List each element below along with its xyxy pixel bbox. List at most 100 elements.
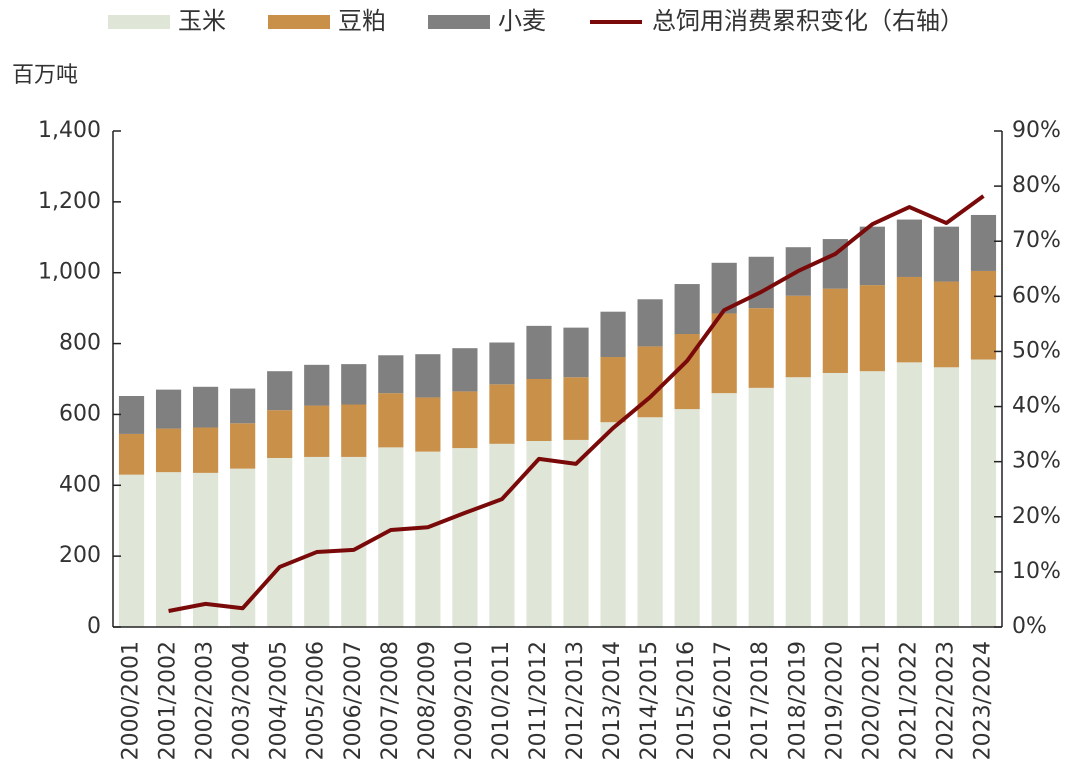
x-tick-label: 2002/2003: [193, 641, 218, 760]
line: [168, 194, 985, 613]
y2-tick-label: 60%: [1012, 283, 1061, 308]
bar: [933, 367, 960, 627]
bar: [600, 422, 626, 627]
bar: [933, 226, 960, 282]
bar: [526, 379, 552, 441]
bar: [859, 371, 885, 627]
bar: [859, 285, 885, 372]
y2-tick-label: 70%: [1012, 228, 1061, 253]
bar: [193, 472, 219, 627]
bar: [230, 468, 256, 627]
bar: [489, 443, 515, 627]
x-tick-label: 2011/2012: [526, 641, 551, 760]
bar: [452, 391, 478, 449]
bar: [118, 396, 145, 434]
bar: [822, 372, 848, 627]
bar: [267, 458, 293, 627]
bar: [304, 405, 330, 457]
x-tick-label: 2004/2005: [267, 641, 292, 760]
x-tick-label: 2021/2022: [896, 641, 921, 760]
bar: [526, 325, 552, 379]
bar: [415, 354, 441, 398]
y-tick-label: 200: [59, 543, 101, 568]
bar: [600, 311, 626, 358]
x-tick-label: 2017/2018: [748, 641, 773, 760]
bar: [674, 284, 700, 335]
bar: [896, 362, 922, 627]
legend-label: 豆粕: [338, 7, 386, 35]
bar: [711, 313, 737, 394]
x-tick-label: 2001/2002: [156, 641, 181, 760]
x-tick-label: 2023/2024: [970, 641, 995, 760]
bar: [970, 270, 997, 360]
y2-tick-label: 50%: [1012, 338, 1061, 363]
x-tick-label: 2016/2017: [711, 641, 736, 760]
bar: [489, 342, 515, 385]
x-tick-label: 2010/2011: [489, 641, 514, 760]
y2-tick-label: 10%: [1012, 559, 1061, 584]
bar: [304, 456, 330, 627]
y-tick-label: 1,400: [38, 118, 101, 143]
legend-label: 小麦: [498, 7, 546, 35]
legend-swatch: [428, 15, 490, 29]
y-tick-label: 400: [59, 472, 101, 497]
bar: [452, 348, 478, 392]
bar: [155, 428, 182, 473]
bar: [489, 384, 515, 444]
bar: [859, 226, 885, 286]
x-tick-label: 2000/2001: [119, 641, 144, 760]
y2-tick-label: 0%: [1012, 614, 1047, 639]
bar: [785, 377, 811, 627]
bar: [267, 410, 293, 459]
bar: [118, 433, 145, 475]
bar: [748, 387, 774, 627]
x-tick-label: 2009/2010: [452, 641, 477, 760]
bar: [267, 371, 293, 411]
x-tick-label: 2007/2008: [378, 641, 403, 760]
y-tick-label: 1,000: [38, 260, 101, 285]
bar: [155, 389, 182, 429]
bar: [711, 393, 737, 627]
bar: [378, 355, 404, 394]
x-tick-label: 2022/2023: [933, 641, 958, 760]
bar: [415, 451, 441, 627]
bar: [896, 219, 922, 277]
bar: [822, 288, 848, 373]
bar: [341, 404, 367, 457]
unit-label: 百万吨: [12, 63, 78, 88]
y-tick-label: 0: [87, 614, 101, 639]
bar: [563, 327, 589, 378]
bar: [748, 308, 774, 388]
x-tick-label: 2006/2007: [341, 641, 366, 760]
legend-swatch: [268, 15, 330, 29]
bar: [415, 397, 441, 452]
bar: [563, 439, 589, 627]
x-tick-label: 2015/2016: [674, 641, 699, 760]
bar: [600, 357, 626, 423]
bar: [193, 386, 219, 428]
bar: [378, 447, 404, 627]
y2-tick-label: 80%: [1012, 173, 1061, 198]
bar: [230, 423, 256, 469]
bar: [970, 359, 997, 627]
bar: [118, 474, 145, 627]
bar: [378, 393, 404, 448]
y-tick-label: 600: [59, 401, 101, 426]
bar: [341, 364, 367, 405]
bar: [563, 377, 589, 440]
bar: [785, 295, 811, 378]
bar: [155, 472, 182, 627]
y2-tick-label: 40%: [1012, 394, 1061, 419]
x-tick-label: 2019/2020: [822, 641, 847, 760]
y-tick-label: 1,200: [38, 189, 101, 214]
x-tick-label: 2008/2009: [415, 641, 440, 760]
x-tick-label: 2003/2004: [230, 641, 255, 760]
y-tick-label: 800: [59, 331, 101, 356]
x-tick-label: 2018/2019: [785, 641, 810, 760]
y2-tick-label: 90%: [1012, 118, 1061, 143]
bar: [526, 441, 552, 627]
bar: [748, 256, 774, 309]
bar: [452, 448, 478, 627]
bar: [933, 281, 960, 368]
